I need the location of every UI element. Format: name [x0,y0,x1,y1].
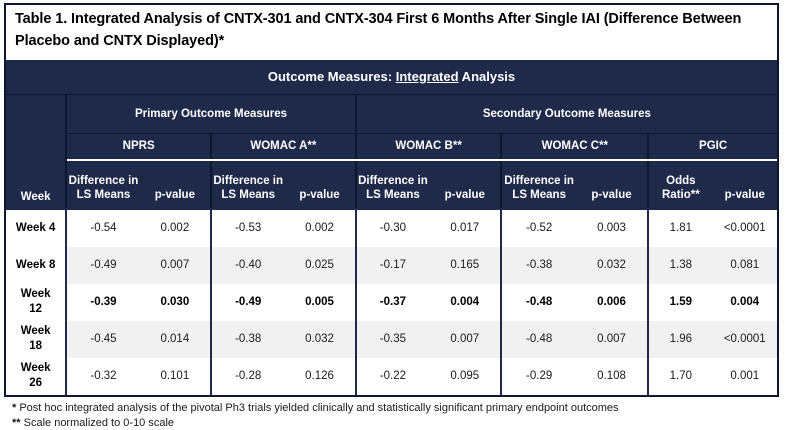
womac-c-pvalue-header: p-value [575,159,649,210]
nprs-pvalue-header: p-value [139,159,212,210]
banner-suffix: Analysis [458,68,516,84]
banner-underlined-word: Integrated [395,68,459,84]
pvalue-cell: 0.014 [139,320,212,358]
value-cell: 1.96 [647,320,713,358]
value-cell: -0.38 [500,246,576,284]
value-cell: -0.35 [354,320,430,358]
womac-a-value-header: Difference in LS Means [210,159,285,210]
week-column-header: Week [6,94,68,210]
pvalue-cell: 0.081 [712,246,777,284]
pvalue-cell: 0.032 [284,320,356,358]
value-cell: -0.37 [354,283,430,321]
secondary-outcome-group-header: Secondary Outcome Measures [354,94,777,134]
value-cell: -0.45 [66,320,140,358]
week-label: Week 12 [6,283,68,321]
value-cell: -0.28 [210,357,285,395]
pvalue-cell: 0.002 [284,208,356,247]
womac-c-value-header: Difference in LS Means [500,159,576,210]
measure-header-womac-b: WOMAC B** [354,133,502,161]
value-cell: 1.38 [647,246,713,284]
pvalue-cell: 0.095 [429,357,502,395]
value-cell: -0.22 [354,357,430,395]
value-cell: -0.49 [66,246,140,284]
pvalue-cell: 0.006 [575,283,649,321]
pvalue-cell: 0.165 [429,246,502,284]
value-cell: -0.54 [66,208,140,247]
nprs-value-header: Difference in LS Means [66,159,140,210]
week-label: Week 26 [6,357,68,395]
value-cell: -0.48 [500,320,576,358]
pvalue-cell: 0.017 [429,208,502,247]
value-cell: -0.29 [500,357,576,395]
table-header: Week Primary Outcome Measures Secondary … [6,94,777,210]
value-cell: -0.17 [354,246,430,284]
week-label: Week 4 [6,208,68,247]
pvalue-cell: 0.003 [575,208,649,247]
footnote-2: ** Scale normalized to 0-10 scale [12,416,175,429]
pvalue-cell: 0.002 [139,208,212,247]
group-header-row: Week Primary Outcome Measures Secondary … [6,94,777,210]
pvalue-cell: 0.004 [712,283,777,321]
measure-header-nprs: NPRS [66,133,212,161]
value-cell: -0.49 [210,283,285,321]
pgic-odds-ratio-header: Odds Ratio** [647,159,713,210]
outcome-measures-banner: Outcome Measures: Integrated Analysis [6,59,777,95]
value-cell: -0.48 [500,283,576,321]
womac-b-pvalue-header: p-value [429,159,502,210]
table-row: Week 26 -0.32 0.101 -0.28 0.126 -0.22 0.095 -0.… [6,357,777,395]
table-title: Table 1. Integrated Analysis of CNTX-301… [6,5,777,60]
primary-outcome-group-header: Primary Outcome Measures [66,94,356,134]
pvalue-cell: <0.0001 [712,320,777,358]
measure-header-womac-c: WOMAC C** [500,133,649,161]
value-cell: 1.81 [647,208,713,247]
value-cell: 1.59 [647,283,713,321]
banner-prefix: Outcome Measures: [267,68,396,84]
pvalue-cell: 0.004 [429,283,502,321]
value-cell: -0.53 [210,208,285,247]
pvalue-cell: 0.108 [575,357,649,395]
pvalue-cell: 0.007 [575,320,649,358]
measure-header-row: NPRS WOMAC A** WOMAC B** WOMAC C** PGIC [6,133,777,161]
pvalue-cell: <0.0001 [712,208,777,247]
week-label: Week 8 [6,246,68,284]
pvalue-cell: 0.005 [284,283,356,321]
value-cell: 1.70 [647,357,713,395]
pvalue-cell: 0.007 [429,320,502,358]
value-cell: -0.40 [210,246,285,284]
value-cell: -0.39 [66,283,140,321]
footnotes: * Post hoc integrated analysis of the pi… [12,401,782,430]
outcomes-table: Week Primary Outcome Measures Secondary … [6,94,777,395]
pvalue-cell: 0.001 [712,357,777,395]
measure-header-womac-a: WOMAC A** [210,133,356,161]
value-cell: -0.38 [210,320,285,358]
womac-b-value-header: Difference in LS Means [354,159,430,210]
womac-a-pvalue-header: p-value [284,159,356,210]
table-row: Week 18 -0.45 0.014 -0.38 0.032 -0.35 0.007 -0.… [6,320,777,358]
pvalue-cell: 0.101 [139,357,212,395]
value-cell: -0.32 [66,357,140,395]
table-row: Week 4 -0.54 0.002 -0.53 0.002 -0.30 0.017 -0.5… [6,208,777,247]
table-frame: Table 1. Integrated Analysis of CNTX-301… [4,3,779,397]
value-cell: -0.52 [500,208,576,247]
measure-header-pgic: PGIC [647,133,777,161]
footnote-1: * Post hoc integrated analysis of the pi… [12,402,619,414]
value-cell: -0.30 [354,208,430,247]
pvalue-cell: 0.025 [284,246,356,284]
pvalue-cell: 0.126 [284,357,356,395]
pvalue-cell: 0.032 [575,246,649,284]
pvalue-cell: 0.030 [139,283,212,321]
sub-header-row: Difference in LS Means p-value Difference… [6,159,777,210]
table-body: Week 4 -0.54 0.002 -0.53 0.002 -0.30 0.017 -0.5… [6,208,777,395]
week-label: Week 18 [6,320,68,358]
table-row: Week 8 -0.49 0.007 -0.40 0.025 -0.17 0.165 -0.3… [6,246,777,284]
table-row: Week 12 -0.39 0.030 -0.49 0.005 -0.37 0.004 -0.… [6,283,777,321]
pvalue-cell: 0.007 [139,246,212,284]
pgic-pvalue-header: p-value [712,159,777,210]
